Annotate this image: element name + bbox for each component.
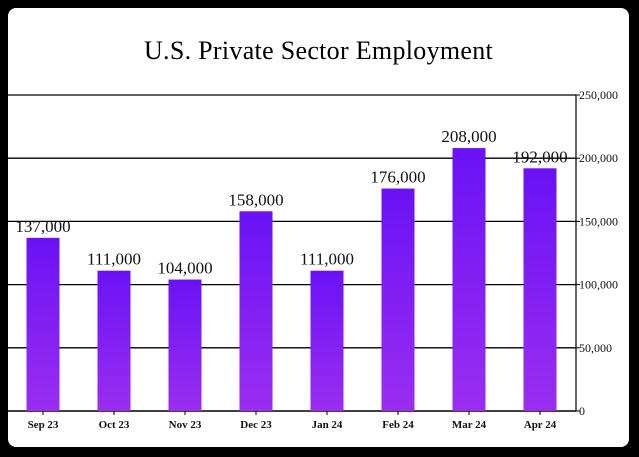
data-label: 137,000: [15, 217, 70, 236]
x-tick-label: Mar 24: [452, 419, 487, 431]
data-label: 208,000: [441, 127, 496, 146]
x-tick-label: Apr 24: [524, 419, 557, 431]
bar-nov-23: [168, 279, 202, 411]
data-label: 111,000: [300, 250, 354, 269]
bar-apr-24: [523, 168, 557, 411]
y-tick-label: 0: [579, 404, 585, 418]
data-label: 104,000: [157, 259, 212, 278]
data-label: 192,000: [512, 147, 567, 166]
data-label: 158,000: [228, 190, 283, 209]
y-tick-label: 100,000: [579, 278, 618, 292]
x-tick-label: Nov 23: [169, 419, 202, 431]
bar-sep-23: [26, 237, 60, 411]
bar-chart: 137,000 111,000 104,000 158,000 111,000 176,0…: [8, 88, 618, 431]
y-tick-label: 250,000: [579, 88, 618, 102]
chart-title: U.S. Private Sector Employment: [143, 36, 494, 65]
y-tick-label: 150,000: [579, 214, 618, 228]
x-tick-label: Feb 24: [382, 419, 414, 431]
x-tick-label: Oct 23: [99, 419, 130, 431]
data-label: 176,000: [370, 168, 425, 187]
bar-feb-24: [381, 188, 415, 411]
x-tick-label: Dec 23: [240, 419, 272, 431]
bar-jan-24: [310, 270, 344, 411]
x-tick-label: Sep 23: [28, 419, 59, 431]
chart-frame: U.S. Private Sector Employment 137,000 11…: [8, 8, 629, 447]
bar-dec-23: [239, 211, 273, 411]
y-tick-label: 50,000: [579, 341, 612, 355]
bar-mar-24: [452, 148, 486, 411]
data-label: 111,000: [87, 250, 141, 269]
bar-oct-23: [97, 270, 131, 411]
x-tick-label: Jan 24: [312, 419, 343, 431]
y-tick-label: 200,000: [579, 151, 618, 165]
